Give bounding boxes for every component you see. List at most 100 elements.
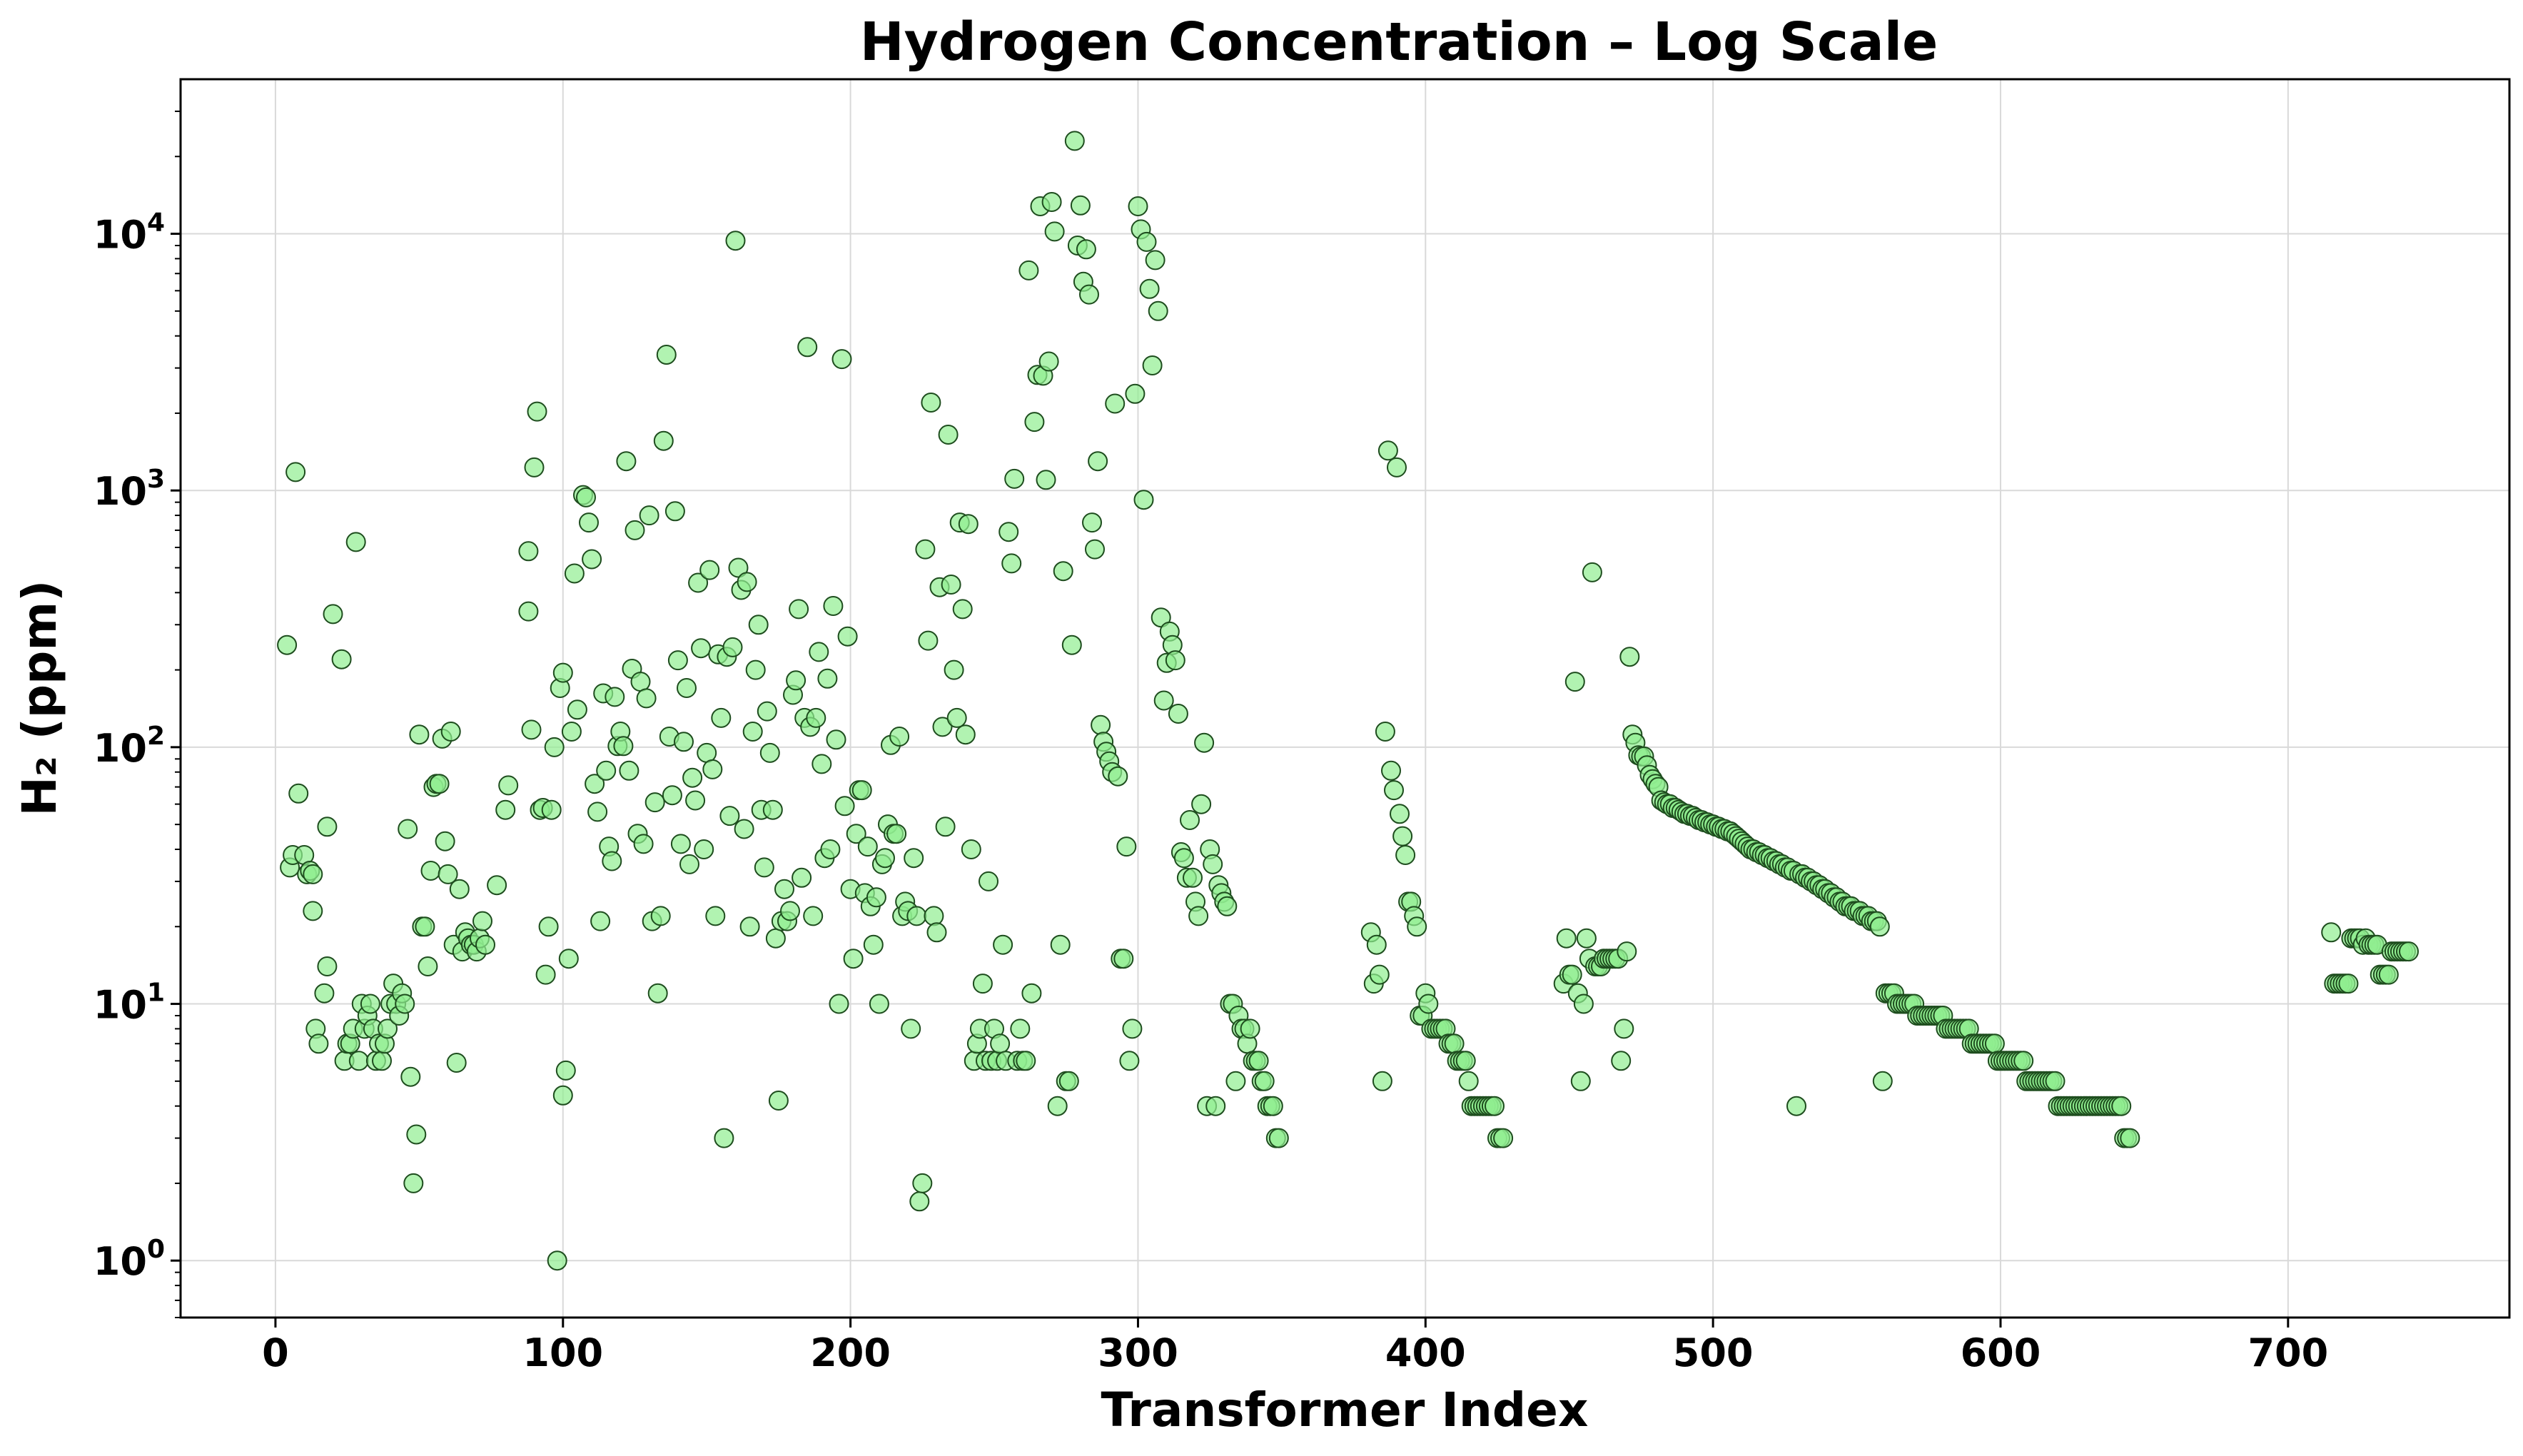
- data-point: [527, 401, 547, 422]
- data-point: [1225, 1071, 1246, 1091]
- data-point: [1113, 949, 1134, 969]
- data-point: [792, 867, 812, 888]
- data-point: [863, 934, 884, 955]
- data-point: [446, 1053, 467, 1073]
- data-point: [993, 934, 1013, 955]
- data-point: [1010, 1018, 1031, 1039]
- data-point: [1205, 1096, 1226, 1116]
- data-point: [415, 916, 435, 937]
- data-point: [803, 906, 824, 926]
- data-point: [1493, 1128, 1514, 1148]
- data-point: [1576, 928, 1597, 949]
- y-tick-label: 104: [93, 208, 165, 258]
- data-point: [587, 802, 608, 822]
- data-point: [576, 487, 596, 507]
- data-point: [1188, 906, 1209, 926]
- data-point: [1128, 196, 1148, 216]
- data-point: [1562, 964, 1582, 985]
- data-point: [1183, 867, 1203, 888]
- data-point: [2013, 1051, 2034, 1071]
- data-point: [806, 707, 826, 728]
- data-points: [277, 131, 2419, 1271]
- data-point: [1617, 941, 1637, 962]
- data-point: [1582, 562, 1602, 582]
- data-point: [955, 724, 976, 745]
- data-point: [1082, 512, 1102, 533]
- data-point: [1248, 1051, 1269, 1071]
- data-point: [552, 662, 573, 683]
- data-point: [1044, 221, 1065, 242]
- data-point: [538, 916, 559, 937]
- data-point: [1366, 934, 1387, 955]
- data-point: [674, 732, 694, 752]
- data-point: [1050, 934, 1071, 955]
- data-point: [1021, 983, 1042, 1003]
- data-point: [308, 1033, 329, 1054]
- data-point: [699, 560, 720, 580]
- data-point: [403, 1173, 424, 1193]
- data-point: [765, 928, 786, 949]
- data-point: [843, 949, 864, 969]
- data-point: [518, 541, 539, 562]
- data-point: [1455, 1051, 1476, 1071]
- data-point: [1381, 760, 1401, 781]
- x-axis-label: Transformer Index: [1101, 1382, 1589, 1437]
- data-point: [711, 707, 732, 728]
- data-point: [435, 831, 455, 851]
- data-point: [757, 701, 777, 722]
- x-tick-label: 100: [522, 1330, 603, 1375]
- data-point: [1392, 826, 1413, 846]
- data-point: [314, 983, 335, 1003]
- data-point: [1116, 836, 1137, 857]
- data-point: [904, 848, 924, 869]
- data-point: [1148, 300, 1168, 321]
- x-tick-label: 500: [1673, 1330, 1754, 1375]
- x-tick-label: 200: [810, 1330, 891, 1375]
- data-point: [664, 501, 685, 522]
- data-point: [958, 514, 979, 535]
- x-tick-label: 0: [262, 1330, 289, 1375]
- data-point: [857, 836, 878, 857]
- data-point: [644, 792, 665, 813]
- data-point: [745, 659, 766, 680]
- data-point: [1064, 131, 1085, 151]
- data-point: [2338, 974, 2359, 994]
- data-point: [1088, 451, 1108, 472]
- data-point: [449, 879, 470, 899]
- data-point: [602, 851, 622, 871]
- data-point: [1041, 192, 1062, 212]
- data-point: [636, 688, 657, 709]
- data-point: [590, 911, 611, 931]
- data-point: [725, 231, 746, 251]
- data-point: [521, 719, 542, 740]
- data-point: [348, 1051, 369, 1071]
- data-point: [619, 760, 639, 781]
- data-point: [303, 864, 323, 884]
- data-point: [1444, 1033, 1465, 1054]
- axis-ticks: 0 100 200 300 400 500 600 700 100 101 102 103 104: [93, 110, 2328, 1375]
- data-point: [2378, 964, 2399, 985]
- data-point: [1004, 468, 1025, 489]
- data-point: [972, 974, 993, 994]
- data-point: [1038, 351, 1059, 372]
- data-point: [780, 901, 800, 921]
- data-point: [616, 451, 637, 472]
- data-point: [495, 799, 516, 820]
- data-point: [906, 906, 927, 926]
- data-point: [582, 549, 602, 570]
- data-point: [524, 457, 545, 477]
- data-point: [1024, 412, 1045, 433]
- data-point: [1619, 647, 1640, 667]
- data-point: [420, 861, 441, 881]
- data-point: [875, 848, 895, 869]
- data-point: [901, 1018, 921, 1039]
- data-point: [705, 906, 726, 926]
- data-point: [541, 799, 562, 820]
- x-tick-label: 400: [1385, 1330, 1466, 1375]
- data-point: [817, 668, 838, 689]
- data-point: [714, 1128, 734, 1148]
- data-point: [647, 983, 668, 1003]
- data-point: [1136, 231, 1157, 252]
- data-point: [585, 774, 605, 794]
- data-point: [285, 462, 306, 482]
